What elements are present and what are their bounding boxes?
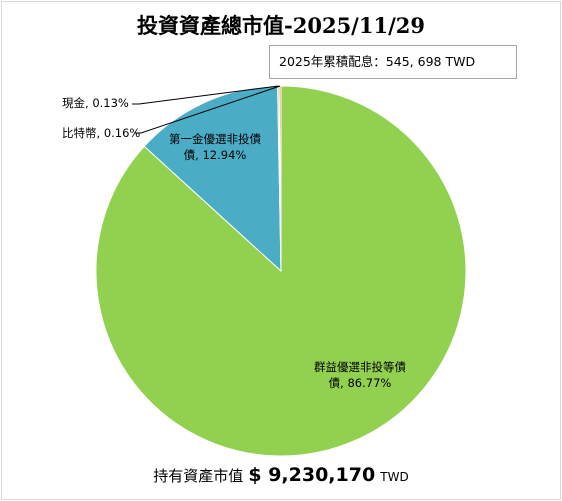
- dividend-annotation: 2025年累積配息：545, 698 TWD: [269, 45, 517, 79]
- label-capital-bond-name: 群益優選非投等債: [314, 360, 406, 374]
- label-firstbank-bond: 第一金優選非投債 債, 12.94%: [160, 131, 270, 163]
- label-firstbank-bond-name: 第一金優選非投債: [169, 132, 261, 146]
- label-cash-pct: 0.13%: [92, 96, 129, 110]
- label-bitcoin: 比特幣, 0.16%: [62, 126, 141, 140]
- label-capital-bond: 群益優選非投等債 債, 86.77%: [300, 359, 420, 391]
- label-firstbank-bond-pct: 12.94%: [202, 148, 247, 162]
- label-cash: 現金, 0.13%: [62, 96, 129, 110]
- label-cash-name: 現金: [62, 96, 85, 110]
- label-capital-bond-pct: 86.77%: [347, 376, 392, 390]
- total-market-value: 持有資產市值 $ 9,230,170 TWD: [0, 464, 562, 486]
- slice-firstbank-bond: [143, 85, 282, 273]
- total-unit: TWD: [380, 470, 409, 484]
- total-label: 持有資產市值: [153, 467, 244, 485]
- total-value: $ 9,230,170: [248, 464, 376, 486]
- leader-line-cash: [132, 85, 279, 105]
- chart-title: 投資資產總市值-2025/11/29: [137, 13, 425, 38]
- label-bitcoin-name: 比特幣: [62, 126, 97, 140]
- leader-line-bitcoin: [134, 85, 281, 134]
- label-bitcoin-pct: 0.16%: [103, 126, 141, 140]
